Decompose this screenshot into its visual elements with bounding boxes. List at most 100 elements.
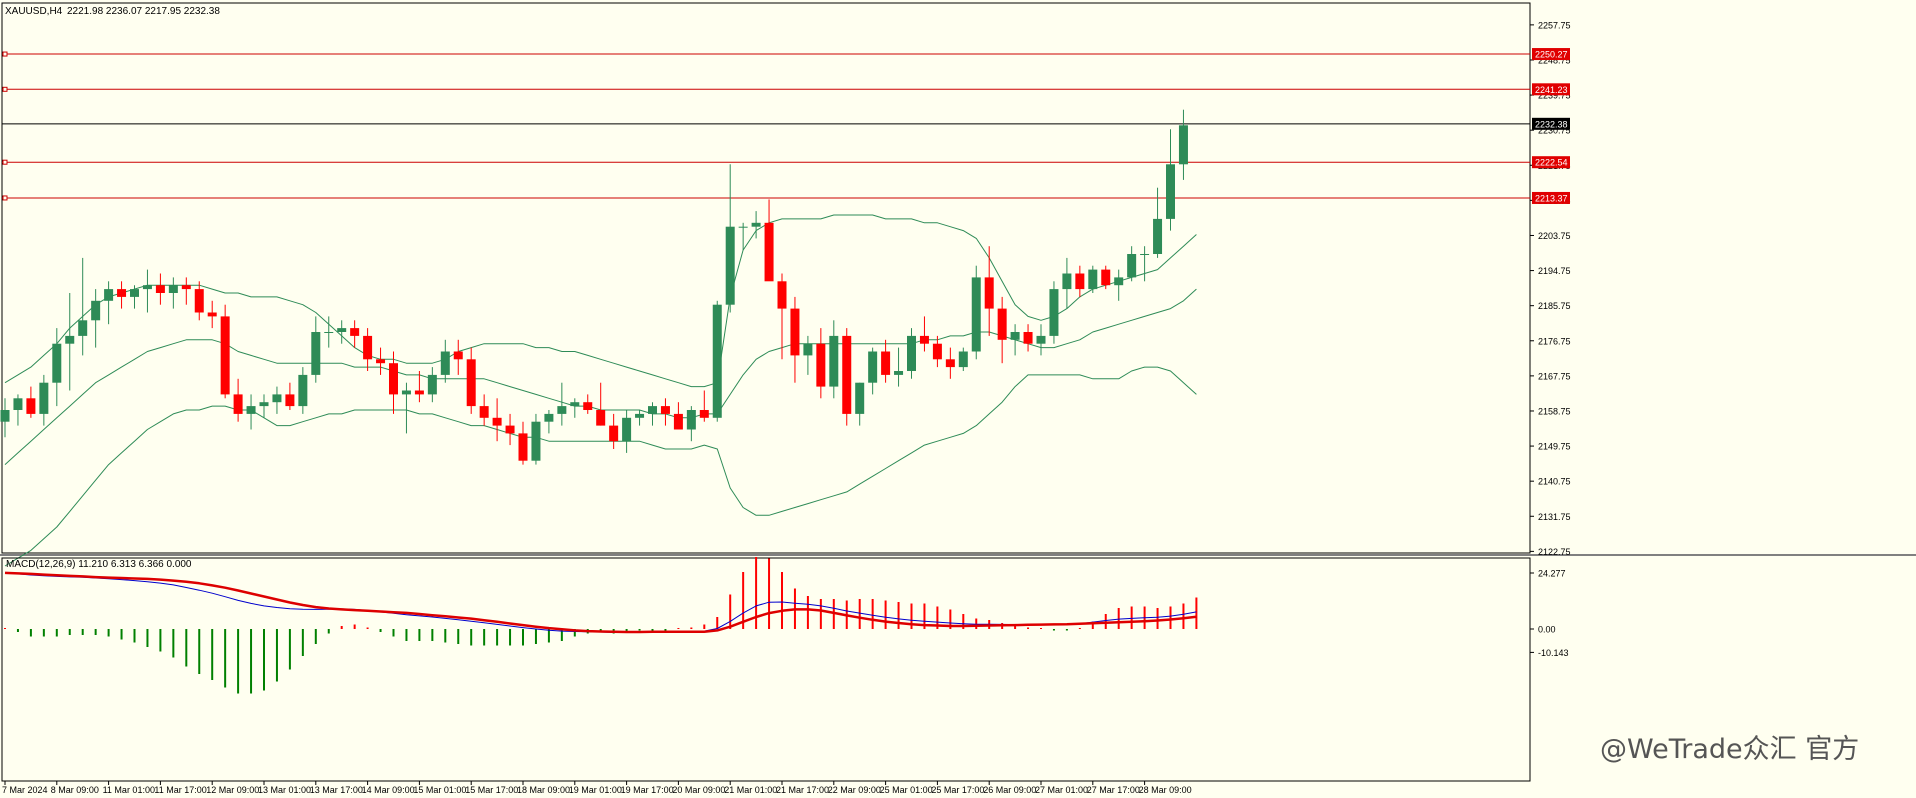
bull-candle-body	[907, 335, 916, 371]
bull-candle-body	[725, 226, 735, 305]
level-anchor-marker	[2, 159, 8, 165]
bollinger-lower-band	[4, 366, 1197, 567]
bull-candle-body	[337, 328, 347, 332]
bull-candle-body	[531, 421, 541, 461]
bear-candle-body	[350, 328, 360, 336]
bear-candle-body	[466, 359, 476, 407]
symbol-label: XAUUSD,H4	[5, 6, 63, 17]
price-axis-tick-label: 2248.75	[1538, 55, 1571, 65]
bull-candle-body	[246, 406, 256, 414]
time-axis-label: 21 Mar 01:00	[724, 785, 777, 795]
bull-candle-body	[738, 226, 748, 228]
bull-candle-body	[544, 413, 554, 422]
time-axis-label: 28 Mar 09:00	[1139, 785, 1192, 795]
bull-candle-body	[13, 398, 23, 410]
price-label-box	[1532, 83, 1570, 96]
bull-candle-body	[427, 374, 437, 395]
bull-candle-body	[1010, 332, 1020, 340]
bear-candle-body	[155, 285, 165, 293]
bull-candle-body	[324, 332, 334, 333]
time-axis-label: 25 Mar 01:00	[880, 785, 933, 795]
bull-candle-body	[855, 382, 865, 414]
bull-candle-body	[298, 374, 308, 407]
bull-candle-body	[1153, 218, 1163, 254]
bull-candle-body	[91, 300, 101, 321]
bear-candle-body	[1023, 332, 1033, 344]
price-label-text: 2222.54	[1535, 158, 1568, 168]
bull-candle-body	[648, 406, 657, 414]
price-label-text: 2241.23	[1535, 85, 1568, 95]
bear-candle-body	[583, 402, 593, 410]
bull-candle-body	[311, 332, 321, 375]
time-axis-label: 15 Mar 01:00	[413, 785, 466, 795]
bear-candle-body	[376, 359, 386, 364]
bear-candle-body	[790, 308, 800, 356]
bear-candle-body	[505, 425, 515, 434]
bear-candle-body	[479, 406, 489, 418]
bull-candle-body	[635, 413, 645, 418]
time-axis-label: 20 Mar 09:00	[672, 785, 725, 795]
price-axis-tick-label: 2239.75	[1538, 91, 1571, 101]
price-axis-tick-label: 2167.75	[1538, 371, 1571, 381]
time-axis-label: 8 Mar 09:00	[51, 785, 99, 795]
time-axis-label: 13 Mar 17:00	[310, 785, 363, 795]
bull-candle-body	[557, 406, 567, 414]
time-axis-label: 19 Mar 17:00	[621, 785, 674, 795]
price-label-box	[1532, 191, 1570, 204]
bull-candle-body	[39, 382, 49, 414]
bull-candle-body	[52, 343, 62, 383]
bear-candle-body	[945, 359, 955, 368]
bear-candle-body	[984, 277, 994, 309]
bear-candle-body	[997, 308, 1007, 340]
time-axis-label: 7 Mar 2024	[2, 785, 48, 795]
level-anchor-marker	[2, 51, 8, 57]
bear-candle-body	[26, 398, 36, 414]
bull-candle-body	[712, 304, 722, 418]
bear-candle-body	[492, 417, 502, 426]
macd-axis-tick-label: 24.277	[1538, 569, 1566, 579]
ohlc-values: 2221.98 2236.07 2217.95 2232.38	[67, 6, 220, 17]
price-pane-frame	[1, 2, 1531, 554]
level-anchor-marker	[2, 195, 8, 201]
bear-candle-body	[699, 410, 709, 418]
time-axis-label: 25 Mar 17:00	[931, 785, 984, 795]
signal-line	[4, 571, 1197, 634]
bull-candle-body	[104, 289, 114, 301]
price-axis-tick-label: 2194.75	[1538, 266, 1571, 276]
bear-candle-body	[919, 335, 929, 344]
bull-candle-body	[894, 371, 904, 375]
bear-candle-body	[816, 343, 826, 387]
price-label-text: 2250.27	[1535, 50, 1568, 60]
time-axis-label: 11 Mar 17:00	[154, 785, 206, 795]
price-label-box	[1532, 48, 1570, 61]
price-pane[interactable]: 2257.752248.752239.752230.752221.752212.…	[0, 2, 1916, 567]
bull-candle-body	[1178, 125, 1188, 165]
macd-axis-tick-label: -10.143	[1538, 648, 1569, 658]
macd-pane[interactable]: 24.277 0.00 -10.143	[1, 557, 1569, 782]
bull-candle-body	[1114, 277, 1124, 286]
bollinger-upper-band	[4, 214, 1197, 388]
bull-candle-body	[1088, 269, 1098, 290]
time-axis-label: 21 Mar 17:00	[776, 785, 829, 795]
time-axis-label: 27 Mar 17:00	[1087, 785, 1140, 795]
bull-candle-body	[1036, 335, 1046, 344]
bull-candle-body	[65, 335, 75, 344]
bull-candle-body	[78, 320, 88, 336]
bull-candle-body	[1166, 164, 1175, 219]
bear-candle-body	[842, 335, 852, 414]
bear-candle-body	[233, 394, 243, 414]
price-axis-tick-label: 2185.75	[1538, 301, 1571, 311]
bull-candle-body	[130, 289, 139, 297]
time-axis-label: 22 Mar 09:00	[828, 785, 881, 795]
bear-candle-body	[881, 351, 891, 375]
bull-candle-body	[570, 402, 580, 407]
macd-pane-frame	[1, 557, 1531, 782]
time-axis-label: 19 Mar 01:00	[569, 785, 622, 795]
price-axis-tick-label: 2158.75	[1538, 406, 1571, 416]
bull-candle-body	[1049, 289, 1059, 336]
bear-candle-body	[518, 433, 528, 461]
bear-candle-body	[389, 363, 398, 395]
price-axis-tick-label: 2203.75	[1538, 231, 1571, 241]
